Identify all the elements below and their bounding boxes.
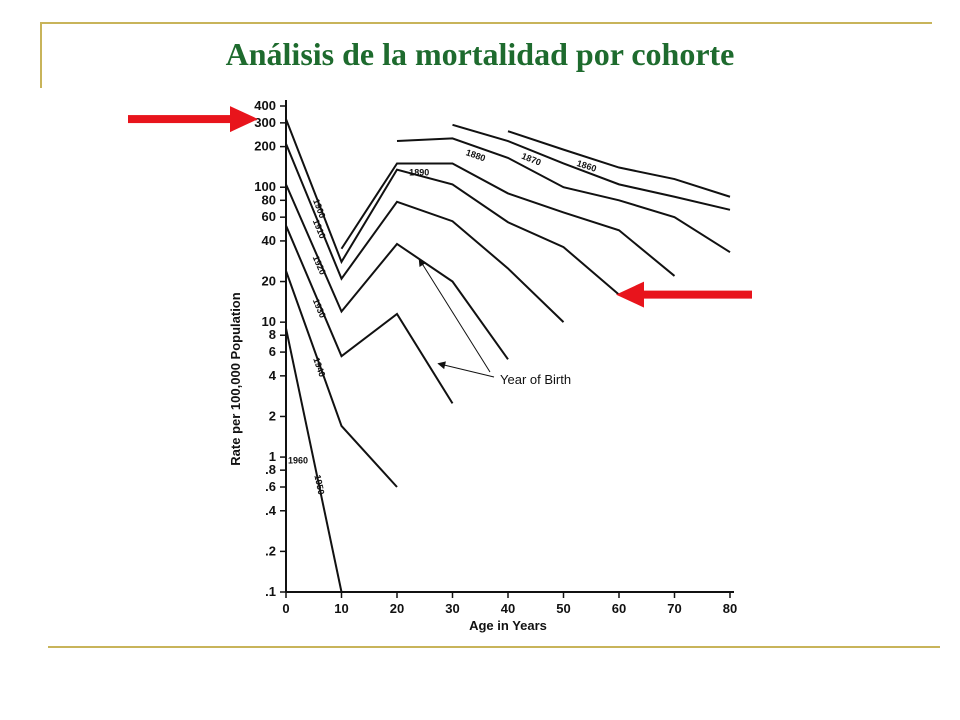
series-line-1860 [507, 130, 731, 198]
frame-top-line [40, 22, 932, 24]
frame-left-line [40, 22, 42, 88]
series-line-1910 [285, 143, 565, 323]
series-label-1890: 1890 [409, 168, 429, 178]
y-tick-label: .4 [265, 503, 277, 518]
series-label-1960: 1960 [288, 456, 308, 466]
y-tick-label: .1 [265, 584, 276, 599]
slide-title: Análisis de la mortalidad por cohorte [225, 36, 735, 72]
x-axis-ticks: 0 10 20 30 40 50 60 70 80 [282, 592, 737, 616]
x-tick-label: 20 [390, 601, 404, 616]
annotation-arrow [418, 258, 491, 373]
frame-bottom-line [48, 646, 940, 648]
series-label-1930: 1930 [311, 297, 328, 319]
y-axis-label: Rate per 100,000 Population [228, 292, 243, 465]
x-tick-label: 30 [445, 601, 459, 616]
x-tick-label: 50 [556, 601, 570, 616]
y-tick-label: 10 [262, 314, 276, 329]
y-tick-label: 20 [262, 274, 276, 289]
y-tick-label: 40 [262, 233, 276, 248]
series-line-1940 [285, 270, 398, 488]
y-tick-label: 200 [254, 139, 276, 154]
x-tick-label: 60 [612, 601, 626, 616]
y-tick-label: 8 [269, 327, 276, 342]
x-axis-label: Age in Years [469, 618, 547, 633]
chart-axes [285, 100, 734, 593]
y-tick-label: 4 [269, 368, 277, 383]
y-tick-label: 80 [262, 192, 276, 207]
series-label-1920: 1920 [311, 254, 328, 276]
y-tick-label: 2 [269, 408, 276, 423]
annotation-arrow [437, 361, 495, 378]
series-label-1940: 1940 [311, 356, 327, 378]
red-arrow-shaft-left [128, 115, 232, 124]
y-tick-label: 6 [269, 344, 276, 359]
series-line-1890 [340, 162, 676, 277]
y-tick-label: 100 [254, 179, 276, 194]
series-line-1880 [396, 137, 731, 254]
series-line-1950 [285, 328, 343, 593]
red-arrow-head-left [616, 281, 644, 308]
y-tick-label: 60 [262, 209, 276, 224]
y-tick-label: 1 [269, 449, 276, 464]
x-tick-label: 40 [501, 601, 515, 616]
highlight-arrows [128, 106, 752, 308]
chart-series [285, 118, 731, 593]
y-tick-label: 400 [254, 98, 276, 113]
y-tick-label: 300 [254, 115, 276, 130]
x-tick-label: 80 [723, 601, 737, 616]
red-arrow-head-right [230, 106, 258, 133]
red-arrow-shaft-right [640, 290, 752, 299]
y-tick-label: .6 [265, 479, 276, 494]
year-of-birth-annotation: Year of Birth [418, 258, 571, 387]
series-label-1950: 1950 [312, 474, 326, 496]
x-tick-label: 10 [334, 601, 348, 616]
annotation-label: Year of Birth [500, 372, 571, 387]
series-labels: 1860187018801890190019101920193019401950… [288, 147, 598, 495]
series-line-1930 [285, 225, 454, 404]
x-tick-label: 0 [282, 601, 289, 616]
series-line-1900 [285, 118, 620, 296]
y-tick-label: .8 [265, 462, 276, 477]
x-tick-label: 70 [667, 601, 681, 616]
y-tick-label: .2 [265, 543, 276, 558]
series-line-1870 [452, 123, 731, 211]
series-line-1920 [285, 183, 509, 360]
